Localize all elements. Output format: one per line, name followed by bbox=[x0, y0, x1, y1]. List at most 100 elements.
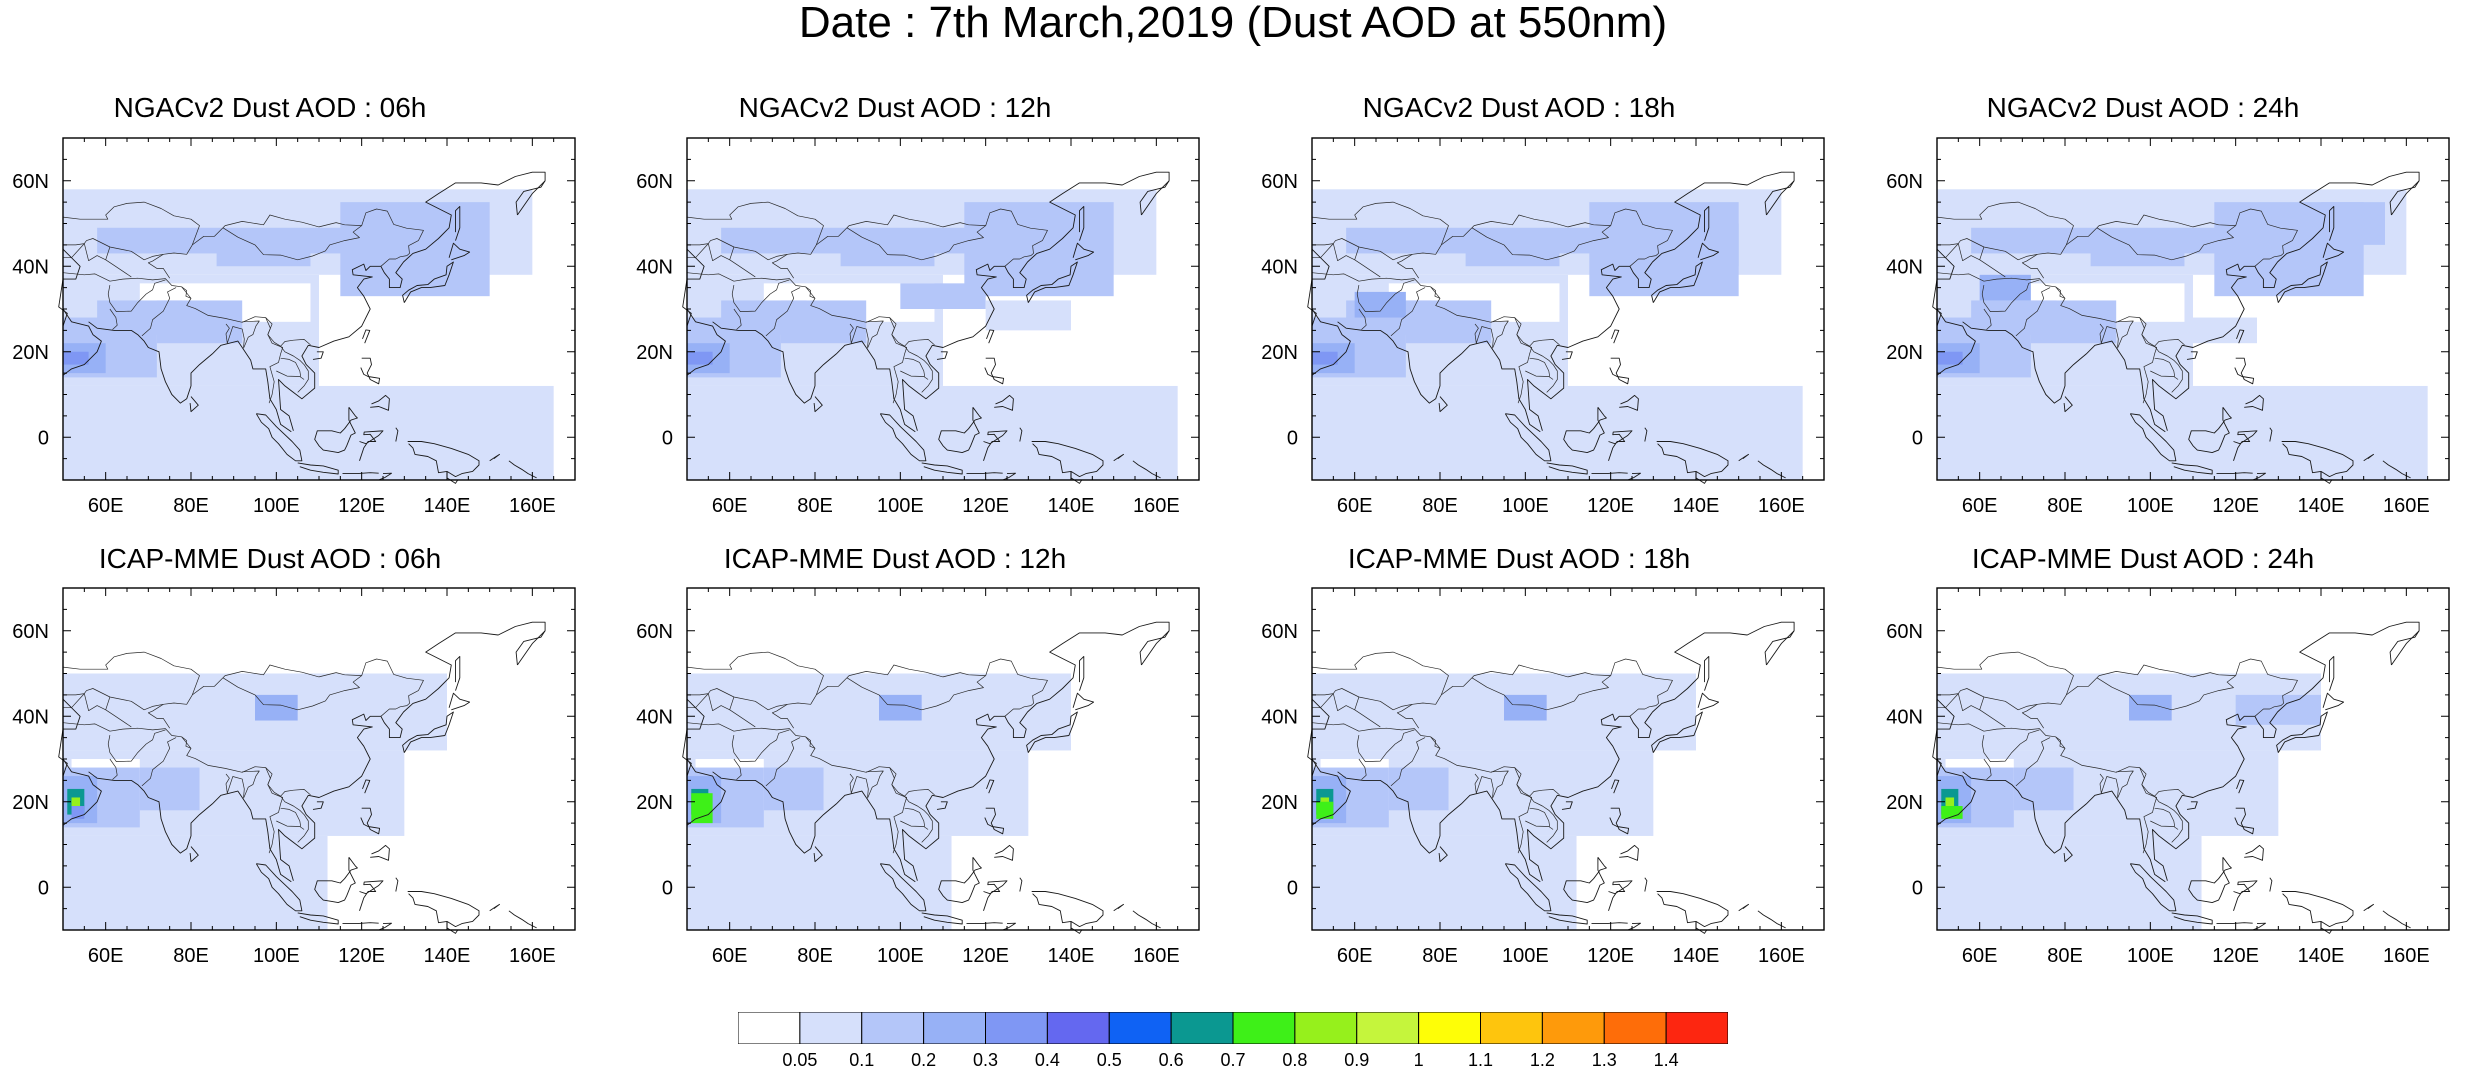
coastline bbox=[1527, 621, 1795, 881]
coastline bbox=[2389, 630, 2420, 666]
border-line bbox=[276, 820, 305, 830]
coastline bbox=[297, 912, 339, 925]
coastline bbox=[1757, 910, 1786, 929]
panel-title-icap-12h: ICAP-MME Dust AOD : 12h bbox=[723, 543, 1067, 574]
aod-cell bbox=[1937, 351, 1963, 365]
border-line bbox=[707, 693, 730, 712]
colorbar-swatch bbox=[1108, 1012, 1172, 1044]
border-line bbox=[1529, 357, 1551, 377]
lon-tick-label: 140E bbox=[1673, 945, 1720, 967]
coastline bbox=[2363, 453, 2374, 462]
border-line bbox=[1396, 254, 1419, 279]
coastline bbox=[1311, 308, 1351, 376]
panel-title-ngac-18h: NGACv2 Dust AOD : 18h bbox=[1362, 92, 1676, 123]
coastline bbox=[2322, 242, 2345, 261]
border-line bbox=[1937, 243, 1959, 246]
border-line bbox=[1474, 773, 1494, 799]
border-line bbox=[181, 286, 192, 299]
aod-cell bbox=[1405, 300, 1492, 344]
lat-tick-label: 60N bbox=[1261, 621, 1298, 643]
coastline bbox=[402, 711, 454, 753]
border-line bbox=[105, 246, 132, 278]
coastline bbox=[2234, 357, 2255, 385]
coastline bbox=[2216, 922, 2253, 925]
lat-tick-label: 60N bbox=[12, 621, 49, 643]
coastline bbox=[2233, 880, 2258, 911]
coastline bbox=[1932, 698, 1955, 777]
dust-aod-field bbox=[687, 189, 1178, 480]
lon-tick-label: 100E bbox=[1502, 495, 1549, 517]
coastline bbox=[1307, 698, 1330, 777]
border-line bbox=[1430, 736, 1441, 749]
coastline bbox=[1438, 396, 1448, 413]
border-line bbox=[83, 243, 106, 262]
border-line bbox=[1981, 729, 2040, 762]
border-line bbox=[805, 736, 816, 749]
coastline bbox=[2234, 807, 2255, 835]
lon-tick-label: 80E bbox=[797, 945, 833, 967]
border-line bbox=[62, 651, 200, 696]
coastline bbox=[2129, 413, 2177, 462]
lat-tick-label: 40N bbox=[636, 706, 673, 728]
border-line bbox=[686, 722, 935, 797]
colorbar-swatch bbox=[1046, 1012, 1110, 1044]
aod-cell bbox=[1945, 797, 1955, 807]
border-line bbox=[1430, 286, 1441, 299]
border-line bbox=[771, 254, 794, 279]
border-line bbox=[276, 370, 305, 380]
coastline bbox=[921, 462, 963, 475]
colorbar-swatch bbox=[1294, 1012, 1358, 1044]
coastline bbox=[1704, 655, 1710, 691]
coastline bbox=[1139, 630, 1170, 666]
border-line bbox=[1312, 693, 1334, 696]
coastline bbox=[508, 910, 537, 929]
coastline bbox=[879, 863, 927, 912]
coastline bbox=[378, 922, 392, 931]
coastline bbox=[1072, 242, 1095, 261]
lat-tick-label: 20N bbox=[1261, 792, 1298, 814]
coastline bbox=[1132, 910, 1161, 929]
border-line bbox=[1312, 214, 1612, 261]
coastline bbox=[402, 261, 454, 303]
lon-tick-label: 100E bbox=[2127, 945, 2174, 967]
coastline bbox=[1962, 321, 2166, 433]
coastline bbox=[938, 407, 982, 454]
border-line bbox=[242, 320, 260, 348]
border-line bbox=[280, 807, 302, 827]
coastline bbox=[370, 394, 390, 411]
aod-cell bbox=[840, 240, 935, 267]
dust-aod-field bbox=[687, 639, 1071, 930]
coastline bbox=[1546, 462, 1588, 475]
coastline bbox=[2363, 903, 2374, 912]
lon-tick-label: 160E bbox=[509, 495, 556, 517]
lat-tick-label: 60N bbox=[636, 171, 673, 193]
coastline bbox=[966, 922, 1003, 925]
coastline bbox=[88, 771, 292, 883]
lat-tick-label: 0 bbox=[1287, 877, 1298, 899]
lat-tick-label: 0 bbox=[662, 427, 673, 449]
colorbar-label: 0.3 bbox=[972, 1050, 999, 1070]
border-line bbox=[225, 773, 245, 799]
map-icap-18h: 60N 40N 20N 0 60E 80E 100E 120E 140E 160E bbox=[1261, 587, 1825, 967]
coastline bbox=[1608, 430, 1633, 461]
aod-cell bbox=[1388, 767, 1449, 811]
border-line bbox=[107, 279, 166, 312]
coastline bbox=[1311, 758, 1351, 826]
border-line bbox=[2099, 773, 2119, 799]
panel-title-icap-18h: ICAP-MME Dust AOD : 18h bbox=[1347, 543, 1691, 574]
lat-tick-label: 40N bbox=[1261, 706, 1298, 728]
coastline bbox=[712, 771, 916, 883]
coastline bbox=[1764, 630, 1795, 666]
border-line bbox=[805, 286, 816, 299]
coastlines bbox=[1932, 171, 2420, 484]
coastline bbox=[58, 698, 81, 777]
map-ngac-12h: 60N 40N 20N 0 60E 80E 100E 120E 140E 160E bbox=[636, 137, 1200, 517]
lat-tick-label: 0 bbox=[38, 427, 49, 449]
coastline bbox=[938, 857, 982, 904]
aod-cell bbox=[687, 385, 1178, 480]
lat-tick-label: 40N bbox=[636, 256, 673, 278]
coastline bbox=[489, 453, 500, 462]
coastline bbox=[994, 394, 1014, 411]
lon-tick-label: 80E bbox=[2047, 945, 2083, 967]
aod-cell bbox=[63, 835, 328, 930]
